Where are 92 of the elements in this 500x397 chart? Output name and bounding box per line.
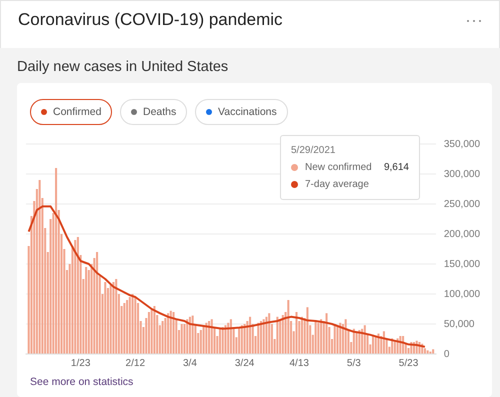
bar [210,319,213,354]
bar [96,252,98,354]
bar [230,319,232,354]
bar [244,324,246,354]
bar [115,279,118,354]
bar [128,297,131,354]
bar [148,312,150,354]
bar [200,330,202,354]
bar [192,316,194,354]
x-tick-label: 3/24 [234,358,255,369]
text: Confirmed [30,99,112,125]
y-tick-label: 0 [444,348,450,360]
bar [344,319,347,354]
x-tick-label: 4/13 [290,358,310,369]
bar [186,319,188,354]
bar [276,316,278,354]
x-tick-label: 3/4 [182,358,198,369]
x-tick-label: 1/23 [70,358,91,369]
y-tick-label: 350,000 [444,138,480,150]
bar [265,316,268,354]
annotation: 9,614 [384,161,409,175]
chart-title: Coronavirus (COVID-19) pandemic [18,10,283,30]
bar [300,316,303,354]
bar [172,312,175,354]
bar [424,348,426,354]
bar [126,300,128,354]
bar [257,322,260,354]
y-tick-label: 150,000 [444,258,480,270]
bar [249,316,252,354]
y-tick-label: 300,000 [444,168,480,180]
bar [110,285,112,354]
bar [74,240,76,354]
bar [282,315,284,354]
x-tick-label: 5/23 [398,358,419,369]
bar [162,321,164,354]
bar [240,325,243,354]
bar [85,267,88,354]
bar [38,180,41,354]
bar [295,312,298,354]
annotation: 5/29/2021 [291,144,336,158]
bar [320,319,322,354]
text: Vaccinations [195,99,288,125]
bar [356,333,358,354]
bar [268,313,270,354]
bar [170,310,172,354]
bar [279,319,282,354]
annotation: 7-day average [304,178,370,192]
bar [180,324,183,354]
bar [238,327,240,354]
bar [317,322,320,354]
bar [150,309,153,354]
bar [314,321,317,354]
bar [262,319,265,354]
bar [123,303,126,354]
bar [224,325,226,354]
bar [153,306,156,354]
bar [132,294,134,354]
bar [364,325,366,354]
bar [334,324,336,354]
x-tick-label: 2/12 [126,358,146,369]
y-tick-label: 50,000 [444,318,475,330]
bar [246,321,248,354]
y-tick-label: 200,000 [444,228,480,240]
text: See more on statistics [30,376,134,388]
bar [432,349,434,354]
chart-subtitle: Daily new cases in United States [17,59,228,75]
bar [426,350,429,354]
bar [374,336,377,354]
bar [55,168,58,354]
bar [76,237,79,354]
bar [205,322,208,354]
bar [227,322,230,354]
bar [287,300,290,354]
bar [336,327,339,354]
text: Deaths [120,99,188,125]
bar [202,325,205,354]
annotation: New confirmed [305,162,372,173]
bar [112,282,114,354]
y-tick-label: 100,000 [444,288,480,300]
bar [104,282,106,354]
bar [326,313,328,354]
bar [339,322,342,354]
bar [134,297,136,354]
bar [260,321,262,354]
bar [188,316,191,354]
bar [222,327,224,354]
bar [218,328,222,354]
bar [208,321,210,354]
y-tick-label: 250,000 [444,198,480,210]
bar [167,313,170,354]
x-tick-label: 5/3 [346,358,362,369]
bar [306,307,308,354]
